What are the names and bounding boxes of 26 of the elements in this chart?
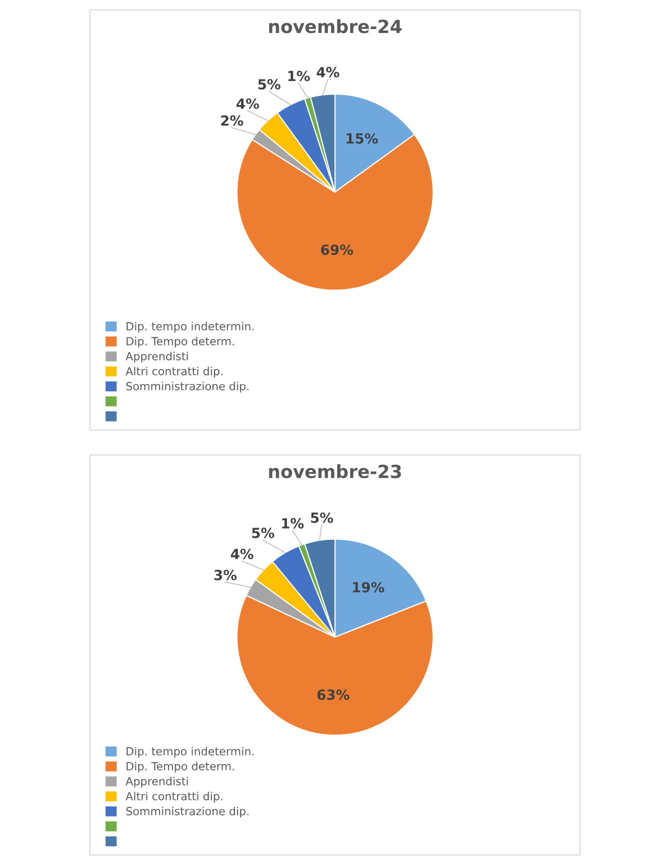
legend-label: Dip. tempo indetermin. [126, 322, 254, 333]
legend-label: Apprendisti [126, 776, 188, 788]
legend-label: Altri contratti dip. [126, 792, 222, 803]
data-label: 1% [288, 70, 310, 82]
data-label: 63% [317, 689, 350, 700]
data-label: 3% [214, 570, 237, 580]
legend-label: Somministrazione dip. [126, 806, 248, 818]
data-label: 69% [321, 244, 354, 255]
data-label: 4% [316, 66, 340, 78]
data-label: 5% [252, 528, 274, 538]
data-label: 5% [258, 79, 280, 90]
data-label: 4% [236, 98, 260, 109]
data-label: 4% [230, 548, 254, 560]
legend-label: Dip. tempo indetermin. [126, 746, 254, 758]
legend-label: Apprendisti [126, 352, 188, 363]
data-label: 5% [311, 512, 334, 523]
data-label: 1% [282, 518, 304, 529]
chart-title: novembre-23 [269, 464, 401, 478]
chart-title: novembre-24 [269, 19, 402, 34]
legend-label: Dip. Tempo determ. [126, 336, 234, 348]
legend-label: Altri contratti dip. [126, 366, 222, 378]
legend-label: Somministrazione dip. [126, 382, 248, 392]
data-label: 2% [221, 115, 244, 126]
legend-label: Dip. Tempo determ. [126, 762, 234, 773]
data-label: 15% [346, 133, 378, 144]
data-label: 19% [353, 582, 384, 592]
